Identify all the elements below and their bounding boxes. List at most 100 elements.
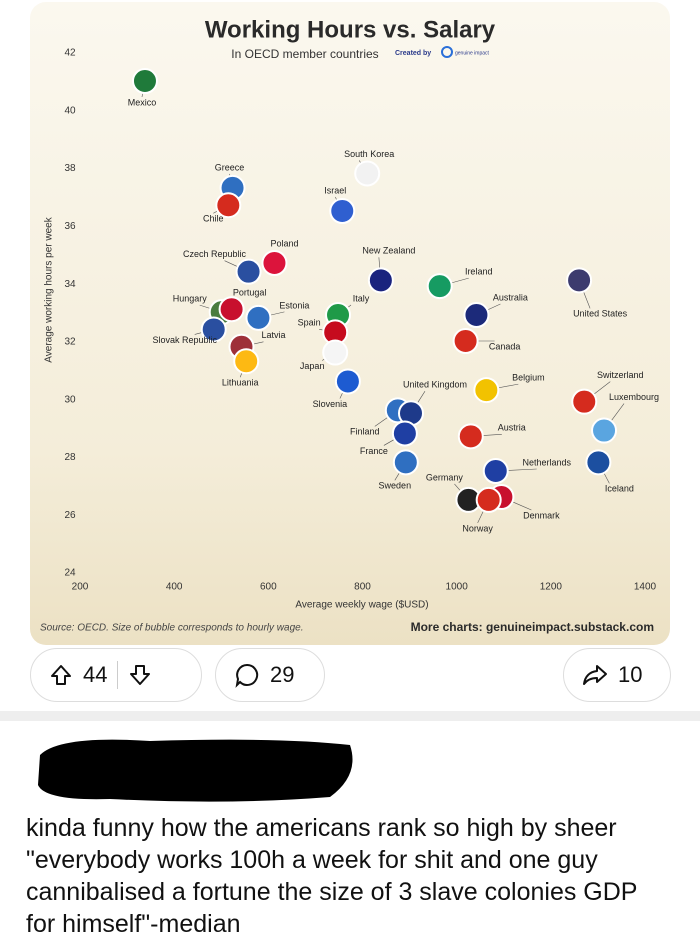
x-tick-label: 1200: [540, 582, 563, 593]
separator: [0, 711, 700, 721]
point-label: Luxembourg: [609, 392, 659, 402]
point-label: Austria: [498, 423, 526, 433]
source: Source: OECD. Size of bubble corresponds…: [40, 623, 303, 634]
point-label: Netherlands: [522, 457, 571, 467]
point-label: Italy: [353, 293, 370, 303]
point-label: Chile: [203, 214, 224, 224]
y-tick-label: 34: [64, 279, 76, 290]
point-label: Greece: [215, 162, 245, 172]
y-tick-label: 38: [64, 163, 76, 174]
y-tick-label: 32: [64, 337, 76, 348]
bubble: [463, 302, 490, 328]
point-label: Czech Republic: [183, 249, 247, 259]
logo: [441, 46, 453, 58]
bubble: [585, 449, 612, 476]
bubble: [475, 486, 502, 513]
point-label: France: [360, 446, 388, 456]
bubble: [566, 267, 593, 294]
y-tick-label: 36: [64, 221, 76, 232]
bubble: [392, 449, 419, 476]
x-axis-label: Average weekly wage ($USD): [295, 600, 428, 611]
redaction: [38, 739, 353, 802]
x-tick-label: 800: [354, 582, 371, 593]
point-label: United Kingdom: [403, 380, 467, 390]
bubble: [367, 267, 394, 294]
x-tick-label: 600: [260, 582, 277, 593]
bubble: [354, 160, 381, 187]
bubble: [457, 423, 484, 450]
point-label: South Korea: [344, 149, 394, 159]
vote-bar: 44: [30, 648, 202, 702]
comment-text: kinda funny how the americans rank so hi…: [26, 814, 638, 938]
comment-icon: [235, 663, 259, 688]
comment-button[interactable]: 29: [215, 648, 325, 702]
x-tick-label: 400: [166, 582, 183, 593]
y-tick-label: 24: [64, 568, 76, 579]
divider: [117, 661, 119, 689]
upvote-count: 44: [83, 662, 108, 687]
point-label: Canada: [489, 341, 521, 351]
chart-title: Working Hours vs. Salary: [205, 16, 496, 43]
share-button[interactable]: 10: [563, 648, 671, 702]
bubble: [391, 420, 418, 447]
point-label: Slovenia: [313, 399, 348, 409]
point-label: Sweden: [379, 481, 412, 491]
bubble: [591, 417, 618, 444]
y-tick-label: 40: [64, 105, 76, 116]
bubble: [473, 377, 500, 404]
point-label: Poland: [270, 238, 298, 248]
share-icon: [583, 665, 607, 685]
bubble: [245, 304, 272, 331]
bubble: [426, 273, 453, 300]
bubble: [233, 348, 260, 375]
point-label: Norway: [462, 523, 493, 533]
bubble: [452, 328, 479, 354]
point-label: New Zealand: [362, 246, 415, 256]
point-label: United States: [573, 309, 628, 319]
point-label: Japan: [300, 361, 325, 371]
bubble: [215, 192, 242, 219]
point-label: Switzerland: [597, 370, 644, 380]
chart-card: [30, 2, 670, 645]
footer: More charts: genuineimpact.substack.com: [411, 620, 654, 634]
y-axis-label: Average working hours per week: [44, 216, 55, 362]
point-label: Israel: [324, 185, 346, 195]
point-label: Germany: [426, 472, 464, 482]
point-label: Belgium: [512, 372, 545, 382]
bubble: [235, 258, 262, 285]
bubble: [261, 250, 288, 276]
point-label: Iceland: [605, 484, 634, 494]
bubble: [131, 68, 158, 94]
bubble: [200, 316, 227, 343]
x-tick-label: 1000: [446, 582, 469, 593]
downvote-icon[interactable]: [128, 663, 152, 687]
chart-subtitle: In OECD member countries: [231, 47, 378, 61]
chart: Working Hours vs. Salary In OECD member …: [40, 16, 659, 634]
credit-logo: genuine impact: [455, 50, 490, 56]
point-label: Portugal: [233, 288, 267, 298]
upvote-icon[interactable]: [49, 663, 73, 687]
y-tick-label: 26: [64, 510, 76, 521]
y-tick-label: 28: [64, 452, 76, 463]
bubble: [482, 458, 509, 484]
share-count: 10: [618, 662, 643, 687]
y-tick-label: 42: [64, 48, 76, 59]
x-tick-label: 200: [72, 582, 89, 593]
bubble: [571, 388, 598, 415]
y-tick-label: 30: [64, 394, 76, 405]
point-label: Finland: [350, 427, 380, 437]
point-label: Denmark: [523, 510, 560, 520]
bubble: [329, 198, 356, 224]
point-label: Spain: [298, 318, 321, 328]
point-label: Ireland: [465, 266, 493, 276]
x-tick-label: 1400: [634, 582, 657, 593]
bubble: [334, 368, 361, 395]
bubble: [322, 339, 349, 366]
point-label: Lithuania: [222, 378, 259, 388]
point-label: Australia: [493, 292, 528, 302]
point-label: Hungary: [173, 293, 208, 303]
bubble: [218, 296, 245, 323]
point-label: Latvia: [261, 330, 285, 340]
point-label: Slovak Republic: [152, 335, 217, 345]
